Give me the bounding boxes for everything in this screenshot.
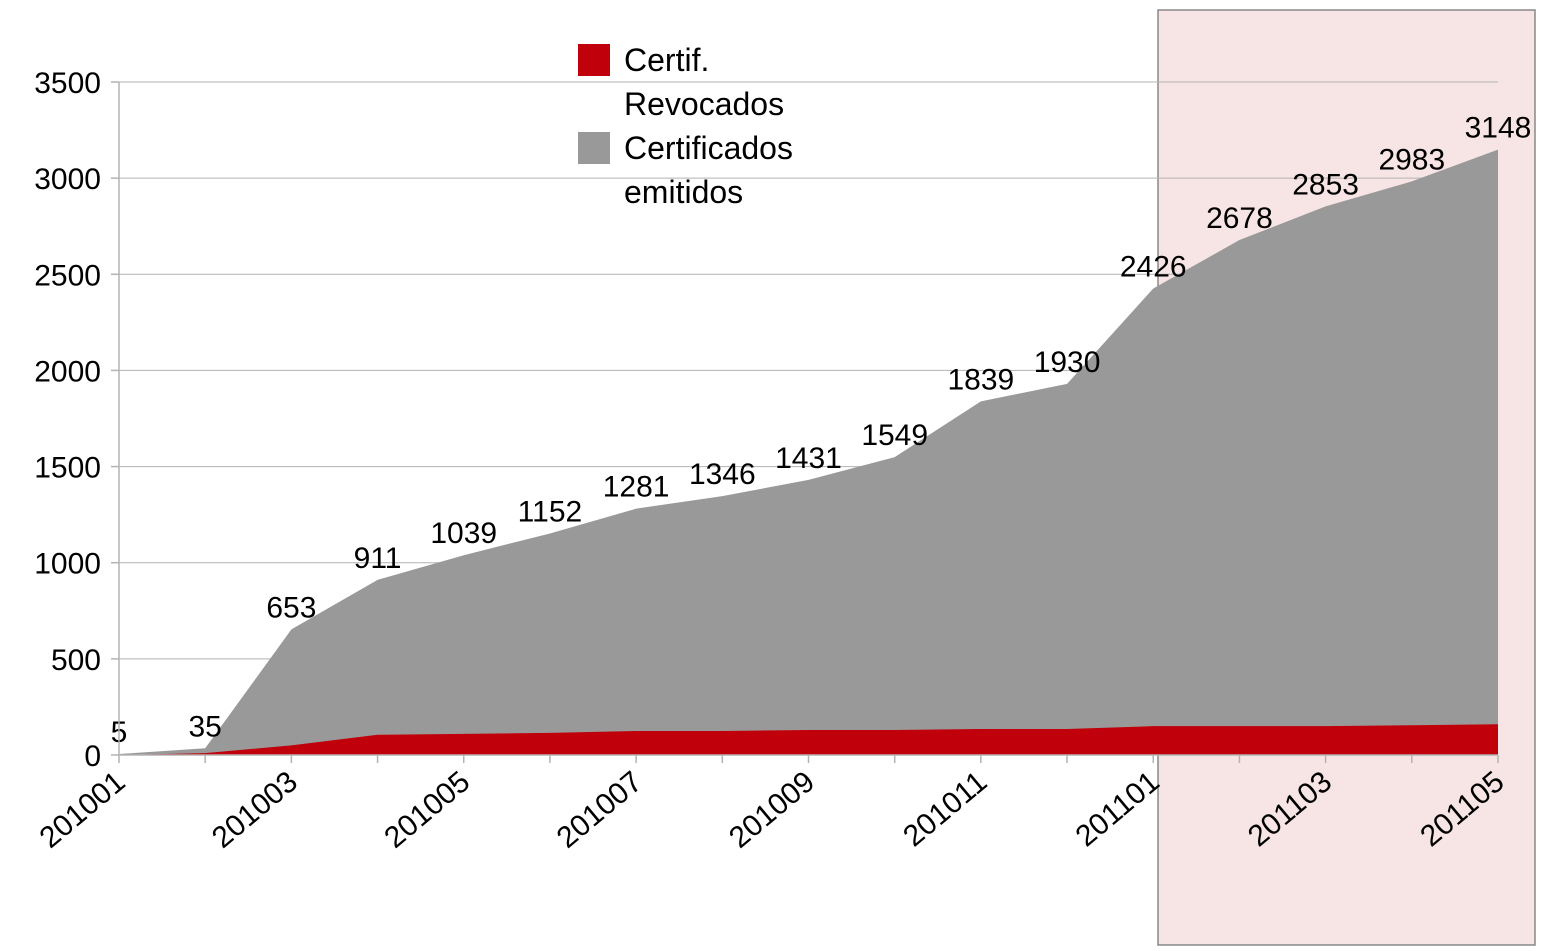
legend-item: Certificados emitidos <box>578 126 854 214</box>
data-label: 911 <box>354 542 402 575</box>
area <box>119 149 1498 755</box>
x-tick-label: 201001 <box>34 765 132 855</box>
legend-label: Certif. Revocados <box>624 42 785 122</box>
data-label: 1431 <box>775 442 842 475</box>
area <box>119 724 1498 755</box>
data-label: 2853 <box>1292 168 1359 201</box>
legend: Certif. Revocados Certificados emitidos <box>578 38 854 214</box>
data-label: 2678 <box>1206 202 1273 235</box>
x-tick-label: 201011 <box>897 765 993 853</box>
data-label: 1549 <box>861 419 928 452</box>
y-tick-label: 3500 <box>34 67 101 100</box>
data-label: 1346 <box>689 458 756 491</box>
y-tick-label: 1000 <box>34 548 101 581</box>
x-tick-label: 201007 <box>551 765 649 855</box>
legend-swatch <box>578 132 610 164</box>
y-tick-label: 3000 <box>34 163 101 196</box>
data-label: 2426 <box>1120 251 1187 284</box>
x-tick-label: 201005 <box>378 765 476 855</box>
data-label: 35 <box>189 710 222 743</box>
legend-label: Certificados emitidos <box>624 130 793 210</box>
data-label: 1039 <box>430 517 497 550</box>
data-label: 1839 <box>948 363 1015 396</box>
y-tick-label: 0 <box>84 740 101 773</box>
data-label: 1281 <box>603 471 670 504</box>
legend-swatch <box>578 44 610 76</box>
y-tick-label: 500 <box>51 644 101 677</box>
y-tick-label: 1500 <box>34 452 101 485</box>
data-label: 653 <box>266 591 316 624</box>
y-tick-label: 2500 <box>34 259 101 292</box>
data-label: 1930 <box>1034 346 1101 379</box>
data-label: 2983 <box>1378 143 1445 176</box>
x-tick-label: 201003 <box>206 765 304 855</box>
y-tick-label: 2000 <box>34 355 101 388</box>
data-label: 1152 <box>518 495 583 528</box>
legend-item: Certif. Revocados <box>578 38 854 126</box>
data-label: 3148 <box>1465 112 1532 145</box>
x-tick-label: 201101 <box>1070 765 1166 853</box>
x-tick-label: 201009 <box>723 765 821 855</box>
